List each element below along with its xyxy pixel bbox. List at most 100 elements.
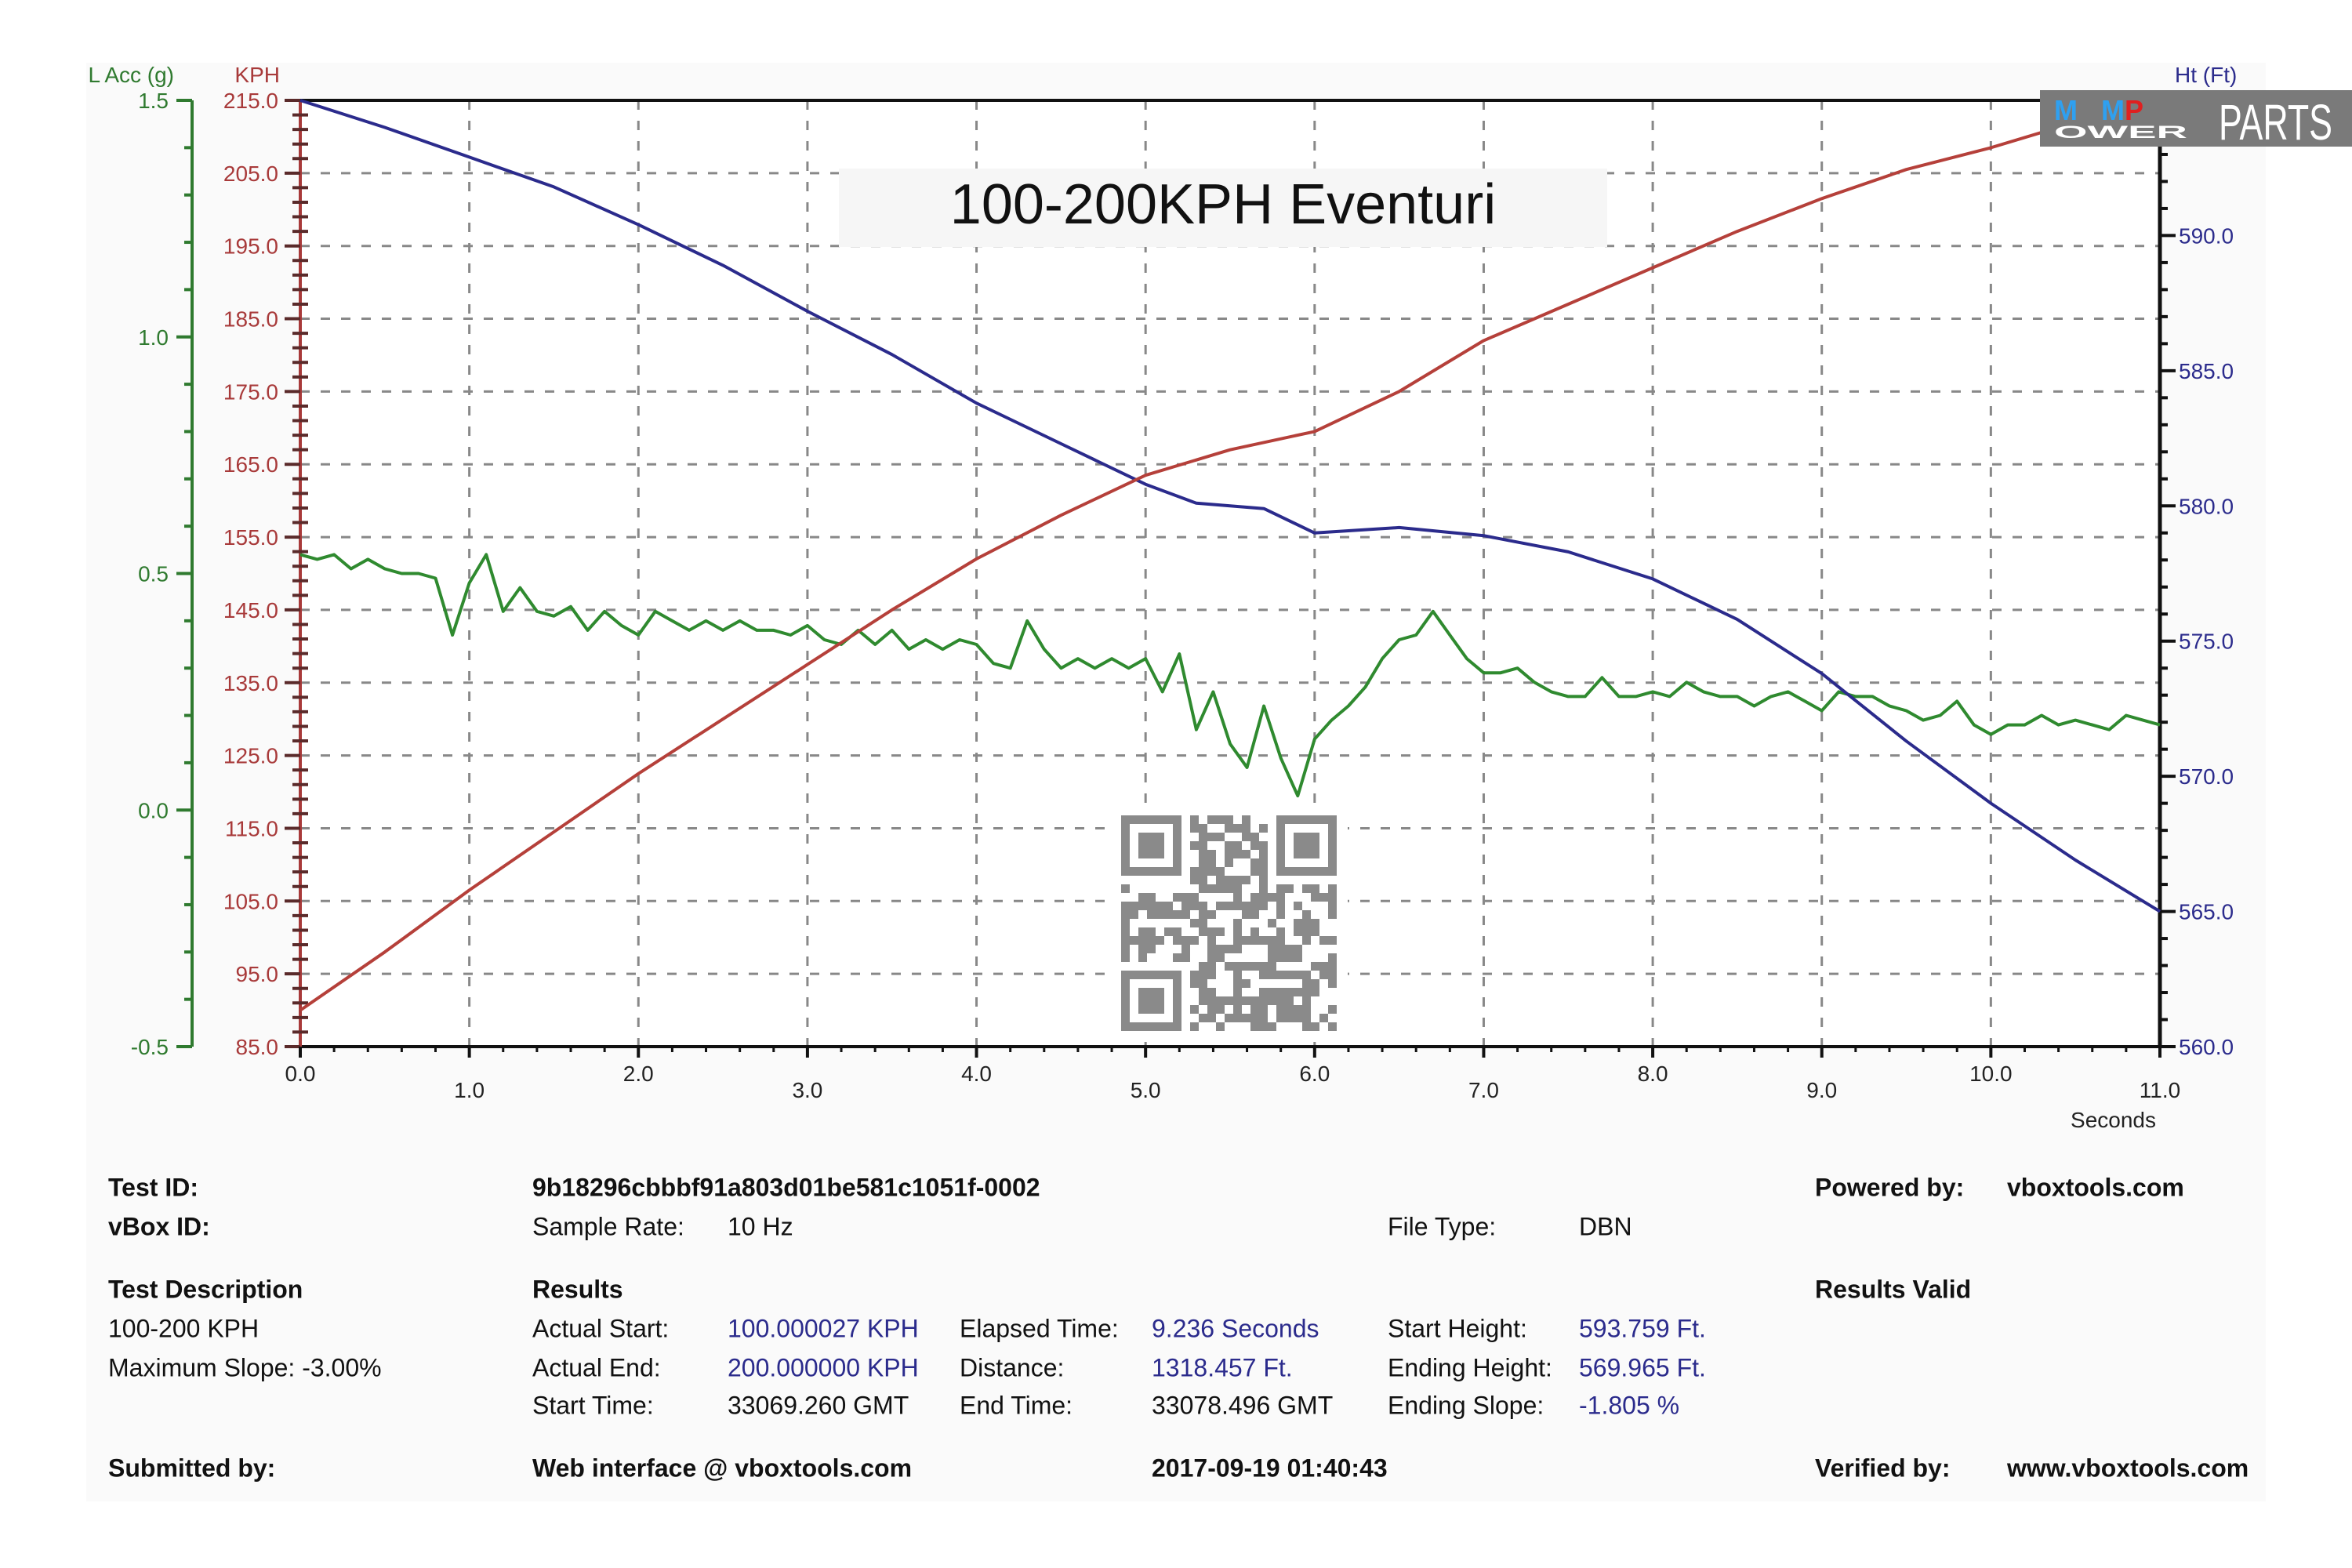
qr-module <box>1156 902 1164 910</box>
qr-module <box>1311 867 1319 876</box>
qr-module <box>1294 902 1302 910</box>
qr-module <box>1276 902 1285 910</box>
height-tick-label: 575.0 <box>2179 630 2234 654</box>
qr-module <box>1328 884 1337 893</box>
qr-module <box>1302 979 1311 988</box>
qr-module <box>1216 1022 1225 1031</box>
qr-module <box>1190 824 1199 833</box>
qr-module <box>1207 815 1216 824</box>
qr-module <box>1250 927 1259 936</box>
qr-module <box>1138 902 1147 910</box>
qr-module <box>1294 919 1302 927</box>
qr-module <box>1190 936 1199 945</box>
powered-by: vboxtools.com <box>2007 1173 2184 1202</box>
qr-module <box>1302 815 1311 824</box>
qr-module <box>1242 936 1250 945</box>
qr-module <box>1147 996 1156 1005</box>
qr-module <box>1242 902 1250 910</box>
qr-module <box>1156 833 1164 841</box>
qr-module <box>1181 910 1190 919</box>
qr-module <box>1121 815 1130 824</box>
qr-module <box>1181 953 1190 962</box>
qr-module <box>1121 824 1130 833</box>
qr-module <box>1121 867 1130 876</box>
qr-module <box>1138 936 1147 945</box>
test-id: 9b18296cbbbf91a803d01be581c1051f-0002 <box>532 1173 1040 1202</box>
qr-module <box>1302 884 1311 893</box>
qr-module <box>1216 867 1225 876</box>
qr-module <box>1268 962 1276 971</box>
qr-module <box>1250 936 1259 945</box>
chart-title: 100-200KPH Eventuri <box>950 173 1496 236</box>
sample-rate-label: Sample Rate: <box>532 1212 684 1241</box>
qr-module <box>1259 988 1268 996</box>
ending-height: 569.965 Ft. <box>1579 1353 1706 1382</box>
qr-module <box>1181 902 1190 910</box>
qr-module <box>1233 824 1242 833</box>
qr-module <box>1190 876 1199 884</box>
qr-module <box>1199 841 1207 850</box>
qr-module <box>1276 833 1285 841</box>
qr-module <box>1164 910 1173 919</box>
qr-module <box>1207 910 1216 919</box>
qr-module <box>1156 815 1164 824</box>
qr-module <box>1207 996 1216 1005</box>
qr-module <box>1319 867 1328 876</box>
qr-module <box>1207 953 1216 962</box>
qr-module <box>1190 867 1199 876</box>
qr-module <box>1276 815 1285 824</box>
qr-module <box>1138 893 1147 902</box>
qr-module <box>1242 996 1250 1005</box>
qr-module <box>1302 1022 1311 1031</box>
start-time-label: Start Time: <box>532 1391 654 1420</box>
verified-by: www.vboxtools.com <box>2007 1454 2249 1483</box>
qr-module <box>1285 988 1294 996</box>
qr-module <box>1242 1014 1250 1022</box>
kph-tick-label: 85.0 <box>236 1035 279 1059</box>
qr-module <box>1147 841 1156 850</box>
kph-tick-label: 165.0 <box>223 452 278 477</box>
qr-module <box>1199 824 1207 833</box>
qr-module <box>1233 850 1242 858</box>
qr-module <box>1294 1005 1302 1014</box>
end-time: 33078.496 GMT <box>1152 1391 1334 1420</box>
qr-module <box>1216 902 1225 910</box>
qr-module <box>1207 858 1216 867</box>
qr-module <box>1242 833 1250 841</box>
qr-module <box>1311 815 1319 824</box>
kph-axis-title: KPH <box>234 63 280 87</box>
qr-module <box>1207 1005 1216 1014</box>
qr-module <box>1173 988 1181 996</box>
qr-module <box>1250 893 1259 902</box>
start-height-label: Start Height: <box>1388 1314 1527 1343</box>
x-axis-title: Seconds <box>2071 1108 2156 1132</box>
qr-module <box>1311 893 1319 902</box>
qr-module <box>1268 971 1276 979</box>
qr-module <box>1121 996 1130 1005</box>
qr-module <box>1156 1022 1164 1031</box>
qr-module <box>1294 1014 1302 1022</box>
qr-module <box>1311 1022 1319 1031</box>
qr-module <box>1319 971 1328 979</box>
qr-module <box>1259 1014 1268 1022</box>
kph-tick-label: 185.0 <box>223 307 278 332</box>
kph-tick-label: 135.0 <box>223 671 278 695</box>
qr-module <box>1302 867 1311 876</box>
qr-module <box>1199 996 1207 1005</box>
qr-module <box>1259 1022 1268 1031</box>
height-axis-title: Ht (Ft) <box>2175 63 2237 87</box>
qr-module <box>1216 815 1225 824</box>
height-tick-label: 590.0 <box>2179 223 2234 248</box>
kph-tick-label: 115.0 <box>225 816 278 840</box>
qr-module <box>1302 841 1311 850</box>
qr-module <box>1156 867 1164 876</box>
qr-module <box>1190 815 1199 824</box>
qr-module <box>1199 1014 1207 1022</box>
qr-module <box>1121 971 1130 979</box>
qr-module <box>1294 867 1302 876</box>
qr-module <box>1311 919 1319 927</box>
qr-module <box>1311 850 1319 858</box>
qr-module <box>1233 919 1242 927</box>
qr-module <box>1250 1005 1259 1014</box>
qr-module <box>1328 858 1337 867</box>
